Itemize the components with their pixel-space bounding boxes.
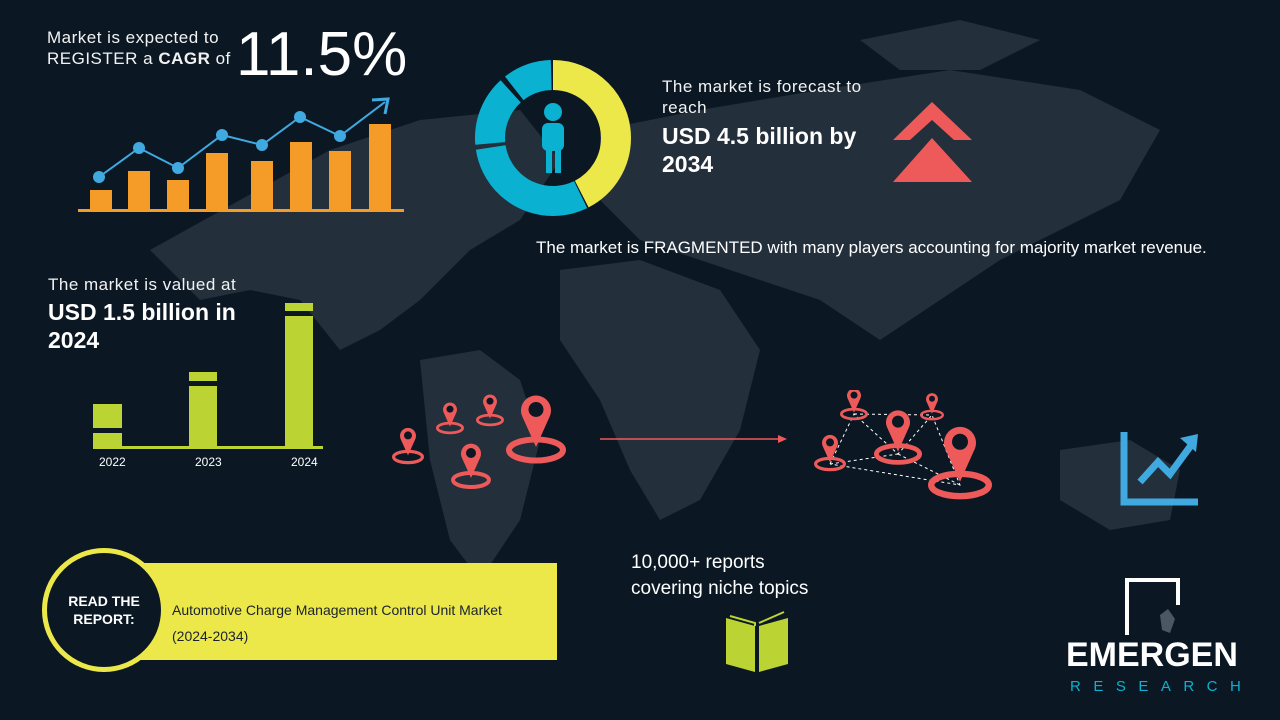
- reports-line2: covering niche topics: [631, 578, 809, 599]
- bar-line-growth-icon: [78, 97, 404, 212]
- logo-sub: RESEARCH: [1070, 678, 1254, 695]
- forecast-label: The market is forecast to reach: [662, 77, 862, 117]
- cagr-pre: REGISTER a: [47, 49, 159, 68]
- emergen-logo-mark: [1125, 578, 1180, 635]
- bar-2023-top: [189, 372, 217, 381]
- cagr-line1: Market is expected to: [47, 28, 220, 47]
- reports-line1: 10,000+ reports: [631, 552, 765, 573]
- open-book-icon: [726, 611, 788, 672]
- valued-label: The market is valued at: [48, 275, 237, 294]
- location-pins-icon: [392, 390, 1010, 505]
- cagr-label: Market is expected to REGISTER a CAGR of: [47, 27, 231, 69]
- cagr-bold: CAGR: [158, 49, 211, 68]
- read-report-label: READ THE REPORT:: [68, 593, 140, 627]
- bar-2022-bottom: [93, 433, 122, 448]
- reports-block: 10,000+ reports covering niche topics: [631, 550, 808, 602]
- read-report-badge[interactable]: READ THE REPORT:: [42, 548, 166, 672]
- donut-person-icon: [475, 59, 631, 216]
- bar-2022-top: [93, 404, 122, 428]
- year-2023: 2023: [195, 455, 222, 469]
- cagr-post: of: [210, 49, 231, 68]
- double-chevron-up-icon: [893, 102, 972, 182]
- forecast-value: USD 4.5 billion by 2034: [662, 123, 857, 177]
- trend-up-icon: [1120, 432, 1198, 506]
- cagr-value: 11.5%: [236, 20, 408, 89]
- report-title[interactable]: Automotive Charge Management Control Uni…: [172, 602, 502, 644]
- bar-2024-top: [285, 303, 313, 311]
- report-banner[interactable]: Automotive Charge Management Control Uni…: [140, 563, 557, 660]
- bar-2024-bottom: [285, 316, 313, 448]
- logo-name: EMERGEN: [1066, 636, 1238, 674]
- baseline: [93, 446, 323, 449]
- valued-value: USD 1.5 billion in 2024: [48, 299, 236, 353]
- forecast-block: The market is forecast to reach USD 4.5 …: [662, 76, 902, 178]
- year-2024: 2024: [291, 455, 318, 469]
- valued-block: The market is valued at USD 1.5 billion …: [48, 274, 278, 354]
- bar-2023-bottom: [189, 386, 217, 448]
- fragmented-text: The market is FRAGMENTED with many playe…: [536, 238, 1207, 257]
- market-size-bars-icon: [93, 303, 323, 449]
- year-2022: 2022: [99, 455, 126, 469]
- cagr-line2: REGISTER a CAGR of: [47, 48, 231, 69]
